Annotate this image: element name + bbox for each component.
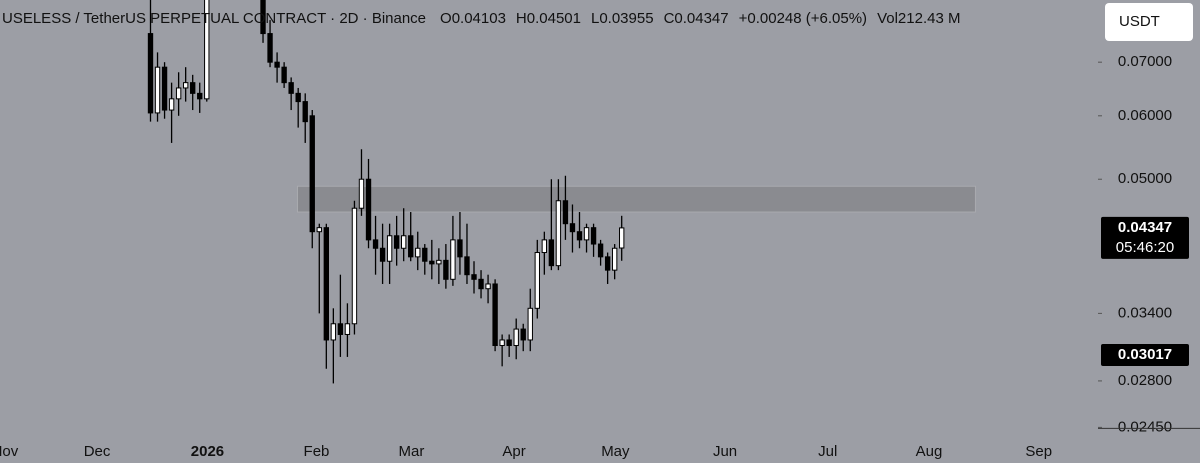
candle-body — [267, 33, 273, 63]
candle-body — [534, 252, 540, 309]
candle-body — [351, 207, 358, 325]
candle-body — [464, 256, 470, 276]
ohlc-value: L0.03955 — [591, 10, 654, 27]
y-tick-label: 0.07000 — [1118, 53, 1172, 70]
currency-label[interactable]: USDT — [1119, 13, 1160, 30]
candle-body — [604, 256, 611, 271]
candle-body — [415, 247, 421, 258]
y-tick-label: 0.03400 — [1118, 304, 1172, 321]
chart-title: USELESS / TetherUS PERPETUAL CONTRACT · … — [2, 10, 426, 27]
candle-body — [281, 66, 287, 84]
candle-body — [379, 247, 386, 262]
candle-body — [506, 339, 512, 347]
candle-body — [520, 328, 526, 341]
candle-body — [365, 178, 372, 241]
candle-body — [443, 259, 449, 280]
candle-body — [527, 307, 533, 341]
candle-body — [597, 243, 604, 258]
candle-body — [499, 339, 505, 347]
candle-body — [344, 323, 351, 335]
candle-body — [182, 82, 189, 89]
header: USELESS / TetherUS PERPETUAL CONTRACT · … — [2, 3, 1193, 41]
candle-body — [386, 235, 393, 262]
x-tick-label: Apr — [502, 443, 525, 460]
x-tick-label: May — [601, 443, 630, 460]
candle-body — [197, 92, 203, 100]
candle-body — [478, 278, 484, 290]
candle-body — [358, 178, 365, 209]
candle-body — [562, 200, 569, 225]
candle-body — [555, 200, 562, 267]
ohlc-value: +0.00248 (+6.05%) — [739, 10, 867, 27]
candle-body — [372, 239, 379, 249]
candle-body — [513, 328, 519, 347]
candle-body — [161, 66, 168, 111]
axes: 0.07000 0.06000 0.05000 0.03400 0.02800 0.024… — [0, 53, 1200, 460]
x-tick-label: Jul — [818, 443, 837, 460]
price-label: 0.03017 — [1118, 346, 1172, 363]
candle-body — [436, 259, 442, 265]
candle-body — [485, 283, 491, 290]
candle-body — [288, 82, 294, 94]
candle-body — [175, 87, 182, 100]
ohlc-value: O0.04103 — [440, 10, 506, 27]
price-label: 0.04347 — [1118, 219, 1172, 236]
candle-body — [408, 235, 414, 258]
candle-body — [492, 283, 498, 347]
candle-body — [450, 239, 456, 280]
x-tick-label: Aug — [916, 443, 943, 460]
candle-body — [147, 33, 154, 114]
ohlc-value: C0.04347 — [664, 10, 729, 27]
price-label-box — [1101, 216, 1189, 259]
x-tick-label: Feb — [304, 443, 330, 460]
candle-body — [309, 115, 315, 233]
candle-body — [393, 235, 400, 249]
candle-body — [576, 231, 583, 241]
x-tick-label: Jun — [713, 443, 737, 460]
candle-body — [569, 223, 576, 233]
candle-body — [337, 323, 344, 335]
x-tick-label: Sep — [1025, 443, 1052, 460]
candle-body — [457, 239, 463, 258]
zone — [296, 185, 976, 213]
plot — [147, 0, 976, 384]
ohlc-value: H0.04501 — [516, 10, 581, 27]
countdown: 05:46:20 — [1116, 239, 1174, 256]
x-tick-label: Nov — [0, 443, 19, 460]
y-tick-label: 0.05000 — [1118, 170, 1172, 187]
candle-body — [619, 227, 625, 249]
candle-body — [323, 227, 329, 341]
candle-body — [429, 260, 435, 265]
candle-body — [190, 82, 196, 94]
x-tick-label: Mar — [398, 443, 424, 460]
ohlc-value: Vol212.43 M — [877, 10, 960, 27]
candle-body — [548, 239, 555, 267]
candle-body — [590, 227, 597, 245]
y-tick-label: 0.06000 — [1118, 107, 1172, 124]
candle-body — [302, 101, 308, 123]
x-tick-label: 2026 — [191, 443, 224, 460]
candle-body — [611, 247, 618, 271]
y-tick-label: 0.02450 — [1118, 418, 1172, 435]
candle-body — [168, 98, 175, 111]
y-tick-label: 0.02800 — [1118, 372, 1172, 389]
candle-body — [154, 66, 161, 114]
candle-body — [401, 235, 407, 249]
currency-button[interactable] — [1105, 3, 1193, 41]
candle-body — [583, 227, 590, 241]
candle-body — [260, 0, 266, 35]
candle-body — [541, 239, 548, 254]
candle-body — [422, 247, 428, 262]
candle-body — [204, 0, 210, 100]
candle-body — [274, 61, 280, 68]
candle-body — [295, 92, 301, 103]
candle-body — [330, 323, 337, 341]
candle-body — [471, 274, 477, 280]
price-label-box — [1101, 343, 1189, 366]
x-tick-label: Dec — [84, 443, 111, 460]
candle-body — [316, 227, 322, 233]
